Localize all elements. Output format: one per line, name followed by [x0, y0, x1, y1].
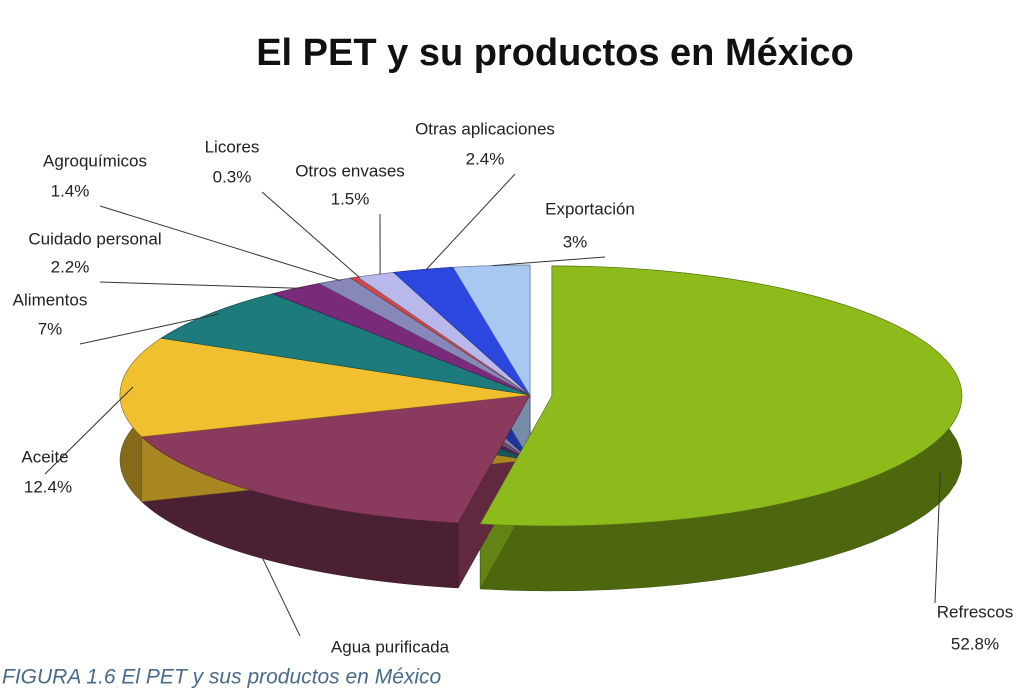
category-label: Cuidado personal: [28, 229, 161, 248]
category-label: Aceite: [21, 447, 68, 466]
value-label: 2.4%: [466, 149, 505, 168]
category-label: Otros envases: [295, 161, 405, 180]
value-label: 0.3%: [213, 167, 252, 186]
leader-line: [934, 472, 941, 604]
slice: [160, 293, 531, 396]
category-label: Agroquímicos: [43, 151, 147, 170]
slice: [452, 264, 531, 397]
category-label: Licores: [205, 137, 260, 156]
leader-line: [79, 313, 219, 345]
value-label: 52.8%: [951, 634, 999, 653]
caption: FIGURA 1.6 El PET y sus productos en Méx…: [2, 666, 442, 689]
slice: [119, 337, 531, 438]
value-label: 1.5%: [331, 189, 370, 208]
chart-title: El PET y su productos en México: [256, 32, 854, 74]
leader-line: [99, 281, 303, 289]
leader-line: [44, 386, 134, 475]
category-label: Agua purificada: [331, 637, 450, 656]
leader-line: [425, 173, 516, 270]
category-label: Exportación: [545, 199, 635, 218]
category-label: Alimentos: [13, 290, 88, 309]
value-label: 1.4%: [51, 181, 90, 200]
category-label: Refrescos: [937, 602, 1014, 621]
value-label: 3%: [563, 232, 588, 251]
category-label: Otras aplicaciones: [415, 119, 555, 138]
value-label: 12.4%: [24, 477, 72, 496]
value-label: 7%: [38, 319, 63, 338]
leader-line: [261, 191, 360, 278]
leader-line: [492, 256, 606, 267]
value-label: 2.2%: [51, 257, 90, 276]
slice: [141, 394, 531, 524]
slice: [479, 265, 963, 527]
leader-line: [99, 205, 341, 282]
leader-line: [262, 558, 301, 637]
